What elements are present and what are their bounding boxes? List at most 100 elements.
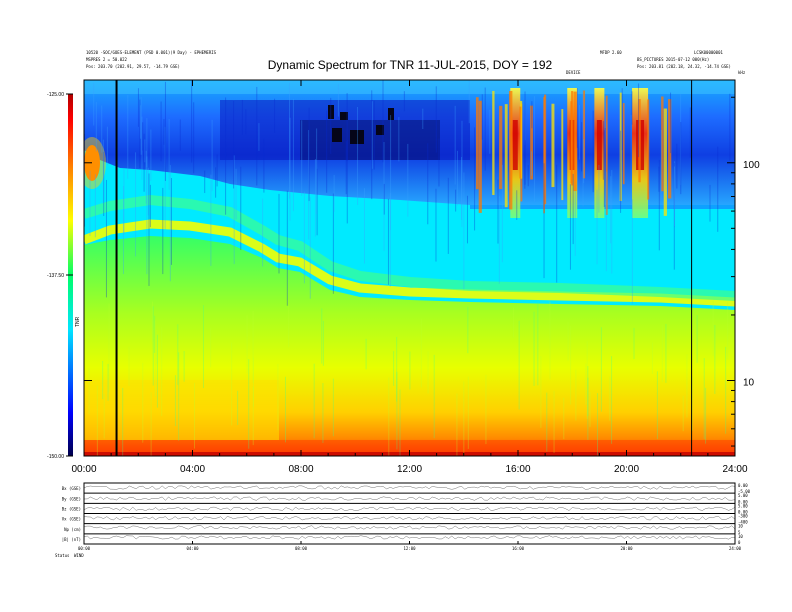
texture-streak [638,83,640,158]
texture-streak-low [154,315,156,353]
texture-streak [216,154,218,187]
header-center-small: DEVICE [566,70,581,75]
texture-streak-low [128,346,130,386]
texture-streak [501,165,503,263]
texture-streak-low [178,352,180,441]
texture-streak [142,122,144,151]
colorbar-tick-label: -150.00 [47,454,64,460]
texture-streak [233,101,235,189]
texture-streak [235,168,237,220]
texture-streak [481,94,483,140]
texture-streak [103,152,105,217]
texture-streak-low [456,393,458,456]
texture-streak [516,190,518,220]
burst-streak [499,105,503,190]
texture-streak-low [586,341,588,420]
texture-streak [398,117,400,162]
y-axis-unit: kHz [738,70,746,75]
texture-streak-low [202,305,204,389]
status-value: WIND [74,553,84,558]
texture-streak [383,183,385,215]
texture-streak [102,139,104,204]
texture-streak-low [154,320,156,397]
panel-x-tick-label: 00:00 [78,546,91,551]
panel-x-tick-label: 04:00 [186,546,199,551]
texture-streak-low [611,356,613,444]
texture-streak-low [409,351,411,390]
panel-x-tick-label: 12:00 [403,546,416,551]
texture-streak [383,141,385,252]
texture-streak-low [420,318,422,388]
panel-right-tick: -400 [738,520,748,525]
x-tick-label: 12:00 [397,464,422,475]
texture-streak-low [210,328,212,368]
texture-streak-low [540,355,542,428]
texture-streak-low [252,357,254,407]
texture-streak-low [587,377,589,416]
texture-streak [620,130,622,213]
texture-streak-low [597,393,599,456]
texture-streak-low [161,326,163,417]
texture-streak [574,190,576,256]
texture-streak [289,117,291,221]
texture-streak [204,170,206,194]
texture-streak [241,99,243,135]
x-axis: 00:00 04:00 08:00 12:00 16:00 20:00 24:00 [71,80,748,475]
texture-streak [603,130,605,207]
texture-streak [357,106,359,205]
texture-streak [143,133,145,192]
texture-streak [240,166,242,251]
texture-streak [680,94,682,186]
texture-streak [435,86,437,153]
header-left-position: Pos: 203.70 (202.91, 29.57, -14.79 GSE) [86,64,180,69]
texture-streak [105,179,107,298]
texture-streak-low [575,369,577,421]
x-tick-label: 08:00 [288,464,313,475]
texture-streak [604,96,606,129]
texture-streak-low [396,371,398,450]
colorbar-tick-label: -137.50 [47,273,64,279]
panel-right-tick: 5.00 [738,503,748,508]
panel-right-tick: -5.00 [738,489,751,494]
texture-streak [676,143,678,189]
texture-streak [556,164,558,283]
colorbar-tick-label: -125.00 [47,92,64,98]
panel-x-tick-label: 16:00 [512,546,525,551]
texture-streak [468,80,470,124]
texture-streak [162,187,164,275]
panel-label: By (GSE) [62,496,81,501]
texture-streak-low [96,385,98,456]
texture-streak-low [589,391,591,427]
texture-streak [466,195,468,244]
texture-streak-low [725,346,727,434]
spectrogram [84,80,735,456]
texture-streak-low [609,376,611,421]
texture-streak-low [546,392,548,452]
texture-streak [135,152,137,257]
burst-streak [509,91,513,210]
texture-streak [373,100,375,170]
texture-streak [658,159,660,251]
texture-streak-low [322,320,324,366]
burst-streak [519,106,522,179]
texture-streak [660,129,662,200]
texture-streak [274,98,276,133]
texture-streak [371,90,373,200]
texture-streak [326,110,328,193]
texture-streak [140,105,142,139]
texture-streak [303,191,305,284]
texture-streak [148,173,150,286]
burst-streak [605,95,608,215]
texture-streak [164,81,166,181]
texture-streak-low [107,363,109,401]
burst-streak [668,99,672,199]
header-right-line2: BS_PICTURES 2015-07-12 000(Hz) [637,57,709,62]
texture-streak [149,184,151,228]
texture-streak [583,139,585,184]
texture-streak-low [88,367,90,415]
panel-x-tick-label: 24:00 [729,546,742,551]
texture-streak [106,126,108,166]
texture-streak [524,91,526,185]
texture-streak [576,88,578,148]
